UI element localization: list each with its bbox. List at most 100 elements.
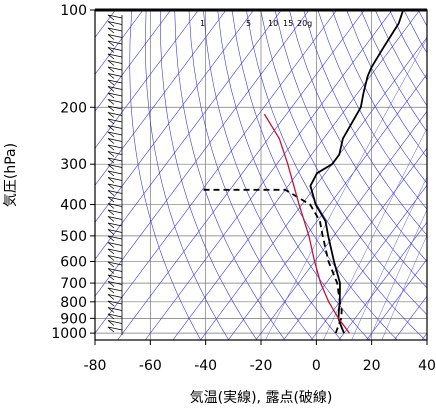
isotherm-line (95, 10, 144, 75)
y-tick-label: 600 (60, 254, 87, 270)
wind-barb (107, 151, 123, 157)
dry-adiabat-line (346, 10, 427, 158)
y-tick-label: 500 (60, 229, 87, 245)
wind-barb (107, 144, 123, 151)
x-tick-label: 0 (312, 358, 321, 374)
wind-barb (107, 326, 123, 333)
isotherm-line (421, 332, 427, 340)
dry-adiabat-line (144, 10, 230, 340)
dry-adiabat-line (246, 10, 426, 340)
y-tick-label: 700 (60, 276, 87, 292)
mixing-ratio-label: 10 (268, 19, 278, 28)
y-tick-label: 300 (60, 157, 87, 173)
wind-barb (107, 216, 123, 222)
isotherm-line (95, 10, 338, 334)
isotherm-line (95, 10, 255, 223)
y-tick-label: 900 (60, 311, 87, 327)
wind-barb (107, 125, 123, 131)
mixing-ratio-line (265, 38, 427, 340)
x-tick-label: 20 (363, 358, 381, 374)
wind-barb (107, 79, 123, 86)
mixing-ratio-label: 5 (246, 19, 251, 28)
isotherm-line (117, 10, 365, 340)
x-tick-label: -80 (84, 358, 107, 374)
wind-barb (107, 320, 123, 326)
wind-barb (107, 183, 123, 190)
wind-barb (107, 209, 123, 216)
wind-barb (107, 170, 123, 177)
mixing-ratio-label: 1 (200, 19, 205, 28)
wind-barb (107, 300, 123, 307)
isotherm-line (283, 147, 427, 340)
wind-barb (107, 34, 123, 40)
wind-barb (107, 157, 123, 164)
parcel-line (263, 113, 351, 334)
x-tick-label: 40 (418, 358, 436, 374)
x-axis-ticks: -80 -60 -40 -20 0 20 40 (84, 340, 436, 374)
dry-adiabat-line (174, 10, 286, 340)
dry-adiabat-line (303, 10, 427, 236)
mixing-ratio-labels: 1 5 10 15 20g (200, 19, 312, 28)
wind-barb (107, 118, 123, 125)
dry-adiabat-line (260, 10, 427, 316)
dry-adiabat-line (217, 10, 370, 340)
wind-barb (107, 60, 123, 66)
wind-barb (107, 40, 123, 47)
dry-adiabat-line (129, 10, 202, 340)
wind-barb (107, 86, 123, 92)
dewpoint-line (202, 188, 343, 334)
wind-barb (107, 99, 123, 105)
dry-adiabat-line (317, 10, 427, 210)
y-axis-label: 気圧(hPa) (3, 143, 19, 207)
dry-adiabat-line (403, 10, 427, 54)
wind-barb (107, 248, 123, 255)
wind-barb (107, 177, 123, 183)
mixing-ratio-line (351, 176, 427, 340)
dry-adiabat-line (203, 10, 342, 340)
wind-barb (107, 66, 123, 73)
wind-barb (107, 164, 123, 170)
isotherm-line (172, 10, 421, 340)
wind-barb (107, 92, 123, 99)
wind-barb (107, 255, 123, 261)
wind-barb (107, 203, 123, 209)
wind-barb (107, 190, 123, 196)
dry-adiabat-line (160, 10, 258, 340)
x-tick-label: -60 (139, 358, 162, 374)
y-tick-label: 100 (60, 3, 87, 19)
wind-barb (107, 131, 123, 138)
sounding-series (202, 10, 405, 334)
mixing-ratio-line (368, 209, 427, 340)
wind-barb (107, 242, 123, 248)
y-tick-label: 400 (60, 198, 87, 214)
dry-adiabat-line (331, 10, 427, 184)
isotherm-line (95, 10, 282, 260)
wind-barb (107, 27, 123, 34)
wind-barb (107, 313, 123, 320)
wind-barb (107, 14, 123, 21)
y-tick-label: 800 (60, 295, 87, 311)
isotherm-line (95, 10, 227, 186)
dry-adiabat-line (274, 10, 427, 289)
isotherm-line (200, 36, 427, 340)
isotherm-line (95, 10, 199, 149)
wind-barb (107, 307, 123, 313)
isotherm-line (255, 110, 427, 340)
wind-barb (107, 281, 123, 287)
mixing-ratio-line (381, 234, 427, 340)
dry-adiabat-line (289, 10, 427, 262)
wind-barb (107, 73, 123, 79)
wind-barb (107, 268, 123, 274)
wind-barb (107, 261, 123, 268)
wind-barb (107, 222, 123, 229)
dry-adiabat-line (389, 10, 427, 81)
isotherm-line (338, 221, 427, 340)
wind-barb (107, 105, 123, 112)
isotherm-line (144, 10, 393, 340)
isotherm-line (366, 258, 427, 340)
wind-barb (107, 47, 123, 53)
wind-barb (107, 112, 123, 118)
wind-barb (107, 229, 123, 235)
x-tick-label: -40 (194, 358, 217, 374)
